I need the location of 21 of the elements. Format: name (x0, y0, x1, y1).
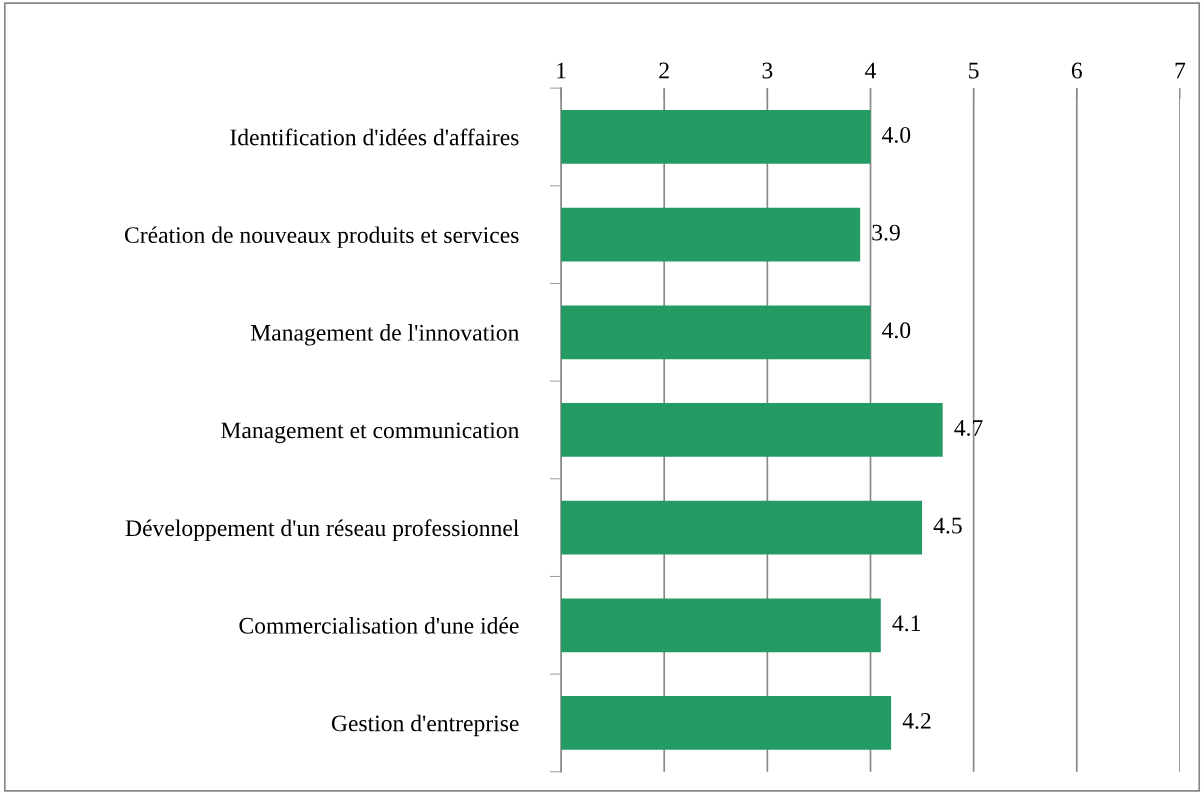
y-tick-label: Création de nouveaux produits et services (124, 226, 519, 248)
data-label: 4.1 (892, 615, 921, 632)
data-label: 4.5 (933, 517, 962, 534)
x-tick-label: 4 (865, 62, 877, 79)
y-tick-label: Management de l'innovation (250, 324, 520, 346)
x-tick-label: 3 (762, 62, 773, 79)
data-label: 4.2 (902, 712, 931, 729)
y-tick-label: Gestion d'entreprise (331, 714, 519, 737)
x-tick-label: 5 (969, 62, 979, 79)
y-tick-label: Développement d'un réseau professionnel (125, 519, 519, 541)
x-tick-label: 7 (1175, 62, 1186, 79)
y-tick-label: Commercialisation d'une idée (239, 617, 519, 634)
x-tick-label: 6 (1071, 62, 1082, 79)
x-tick-label: 1 (557, 62, 566, 79)
data-label: 3.9 (872, 224, 900, 241)
data-label: 4.0 (882, 126, 911, 143)
data-label: 4.7 (954, 420, 983, 436)
y-tick-label: Identification d'idées d'affaires (230, 128, 519, 146)
data-label: 4.0 (882, 322, 911, 339)
y-tick-label: Management et communication (221, 422, 520, 444)
x-tick-label: 2 (659, 62, 669, 79)
